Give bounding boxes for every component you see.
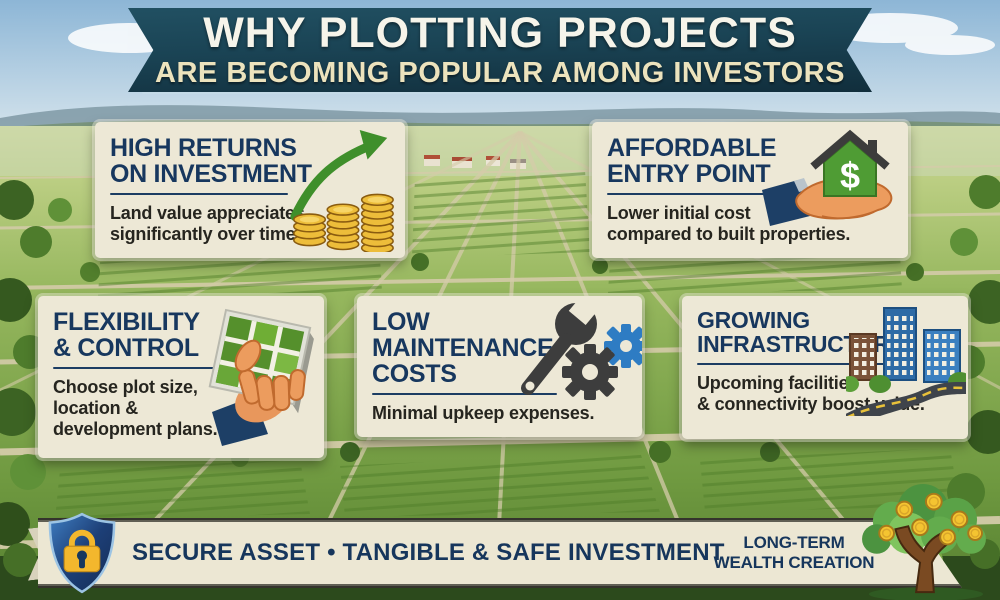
tree-coins [878, 492, 983, 546]
footer-ribbon [38, 518, 962, 588]
coins-growth-arrow-icon [290, 130, 394, 252]
card-title: HIGH RETURNS ON INVESTMENT [110, 134, 312, 188]
card-description: Land value appreciates significantly ove… [110, 203, 305, 245]
card-description: Choose plot size, location & development… [53, 377, 218, 440]
svg-text:$: $ [840, 155, 860, 196]
wrench [521, 300, 598, 395]
header-banner: WHY PLOTTING PROJECTS ARE BECOMING POPUL… [128, 8, 872, 92]
buildings-road-icon [846, 307, 966, 416]
hand-house-dollar-icon: $ [762, 129, 893, 226]
card-description: Lower initial cost compared to built pro… [607, 203, 851, 245]
card-affordable-entry: AFFORDABLE ENTRY POINT Lower initial cos… [592, 122, 908, 258]
title-underline [372, 393, 557, 395]
dark-gear [562, 344, 618, 400]
title-line-1: WHY PLOTTING PROJECTS [203, 8, 797, 57]
title-underline [697, 362, 893, 365]
title-underline [110, 193, 288, 195]
shield-lock-icon [48, 512, 116, 594]
blue-gear [604, 324, 642, 368]
card-title: AFFORDABLE ENTRY POINT [607, 134, 777, 188]
card-high-returns: HIGH RETURNS ON INVESTMENT Land value ap… [95, 122, 405, 258]
card-title: LOW MAINTENANCE COSTS [372, 308, 554, 388]
card-title: FLEXIBILITY & CONTROL [53, 308, 200, 362]
wrench-gears-icon [521, 300, 642, 400]
title-underline [53, 367, 225, 369]
card-growing-infrastructure: GROWING INFRASTRUCTURE Upcoming faciliti… [682, 296, 968, 439]
banner-edge-highlight [142, 91, 858, 94]
crop-rows [55, 170, 960, 519]
hand-plot-map-icon [208, 308, 314, 446]
title-underline [607, 193, 789, 195]
footer-side-text: LONG-TERM WEALTH CREATION [713, 532, 875, 572]
coin-details [881, 496, 980, 542]
card-description: Minimal upkeep expenses. [372, 403, 595, 423]
edge-trees [0, 175, 1000, 546]
title-line-2: ARE BECOMING POPULAR AMONG INVESTORS [155, 56, 845, 89]
money-tree-coins-icon [862, 483, 986, 600]
footer-main-text: SECURE ASSET • TANGIBLE & SAFE INVESTMEN… [132, 539, 725, 566]
card-flexibility-control: FLEXIBILITY & CONTROL Choose plot size, … [38, 296, 324, 458]
card-low-maintenance: LOW MAINTENANCE COSTS Minimal upkeep exp… [357, 296, 642, 437]
